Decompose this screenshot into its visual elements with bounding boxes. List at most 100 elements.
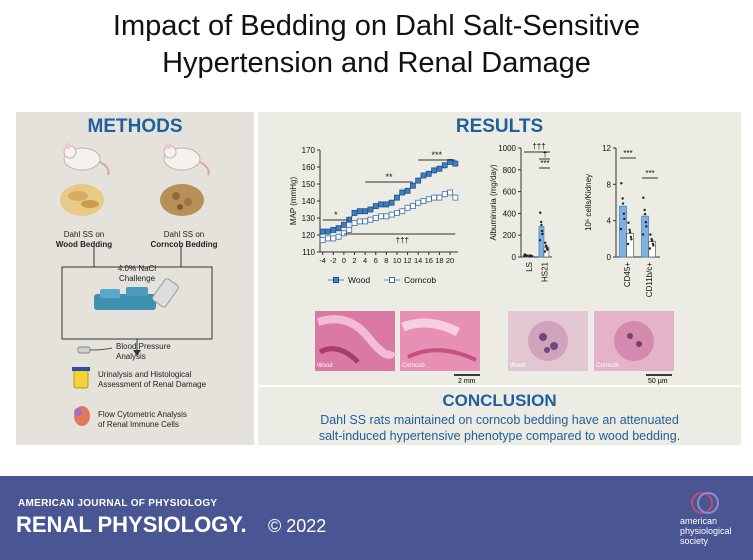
- histology-label-wood-2: Wood: [510, 363, 526, 369]
- alb-y-tick-label: 400: [503, 209, 517, 218]
- map-point-wood: [425, 170, 432, 177]
- imm-dot: [641, 233, 645, 236]
- map-point-corncob: [378, 213, 384, 220]
- challenge-label: 4.0% NaCl Challenge: [117, 264, 157, 283]
- map-point-corncob: [399, 208, 406, 215]
- alb-dot: [538, 239, 542, 242]
- map-point-wood: [367, 206, 374, 213]
- imm-dot: [642, 196, 645, 199]
- map-sig-bottom: †††: [396, 236, 409, 245]
- journal-title: RENAL PHYSIOLOGY.: [16, 512, 247, 537]
- map-point-corncob: [325, 235, 331, 242]
- imm-dot: [628, 231, 632, 234]
- map-point-corncob: [452, 194, 459, 201]
- step-blood-pressure: Blood Pressure Analysis: [116, 342, 171, 361]
- alb-sig-1: †††: [532, 142, 545, 151]
- alb-sig-3: ***: [540, 159, 549, 168]
- map-x-tick-label: 12: [403, 256, 411, 265]
- histology-label-corncob-1: Corncob: [402, 363, 425, 369]
- imm-dot: [649, 233, 652, 236]
- map-y-tick-label: 120: [302, 231, 316, 240]
- alb-dot: [546, 248, 549, 251]
- map-point-wood: [351, 210, 358, 216]
- map-point-corncob: [425, 196, 432, 203]
- methods-heading: METHODS: [87, 116, 183, 137]
- map-x-tick-label: 10: [393, 256, 401, 265]
- alb-x-tick-label: LS: [525, 262, 534, 272]
- results-heading: RESULTS: [455, 116, 544, 137]
- map-point-wood: [362, 208, 369, 215]
- map-point-wood: [383, 201, 390, 208]
- map-point-wood: [399, 189, 406, 196]
- rat-corncob-icon: [163, 143, 210, 176]
- alb-y-tick-label: 1000: [498, 144, 516, 153]
- imm-dot: [644, 221, 648, 224]
- map-point-corncob: [367, 216, 374, 223]
- albuminuria-chart: 1000 800 600 400 200 0 Albuminuria (mg/day) LS H…: [489, 142, 552, 282]
- map-point-corncob: [394, 210, 400, 216]
- alb-dot: [543, 250, 547, 253]
- map-point-wood: [452, 160, 459, 167]
- alb-sig-2: †: [543, 150, 547, 159]
- imm-dot: [623, 217, 626, 221]
- map-y-tick-label: 150: [302, 180, 316, 189]
- map-point-corncob: [330, 235, 337, 242]
- wood-bedding-icon: [60, 184, 104, 216]
- map-point-wood: [335, 225, 342, 232]
- map-point-wood: [319, 228, 326, 235]
- alb-dot: [524, 254, 528, 257]
- map-y-tick-label: 130: [302, 214, 316, 223]
- map-point-corncob: [447, 189, 453, 196]
- imm-sig-2: ***: [645, 169, 654, 178]
- map-point-wood: [372, 203, 379, 209]
- imm-dot: [630, 238, 633, 241]
- imm-y-tick-label: 8: [607, 180, 612, 189]
- map-point-corncob: [415, 199, 422, 206]
- alb-bar-wood: [538, 226, 545, 258]
- histology-label-wood-1: Wood: [317, 363, 333, 369]
- society-logo-icon: [691, 492, 719, 514]
- blood-pressure-probe-icon: [77, 346, 113, 354]
- conclusion-heading: CONCLUSION: [442, 391, 557, 410]
- imm-dot: [627, 221, 630, 224]
- map-legend-wood-label: Wood: [348, 275, 370, 285]
- map-y-tick-label: 170: [302, 146, 316, 155]
- map-x-tick-label: 8: [384, 256, 388, 265]
- histology-images: [315, 311, 674, 376]
- map-point-wood: [325, 228, 331, 235]
- map-legend-wood-marker: [333, 277, 339, 283]
- map-x-tick-label: 14: [414, 256, 422, 265]
- group-wood-label: Dahl SS on Wood Bedding: [55, 230, 113, 249]
- imm-x-tick-label: CD11b/c+: [645, 262, 654, 298]
- alb-y-tick-label: 200: [503, 231, 517, 240]
- title-line-1: Impact of Bedding on Dahl Salt-Sensitive: [112, 10, 641, 42]
- imm-dot: [621, 202, 625, 205]
- imm-dot: [648, 247, 652, 250]
- map-point-corncob: [436, 194, 443, 201]
- map-point-wood: [415, 177, 422, 184]
- map-point-wood: [420, 172, 427, 179]
- imm-dot: [621, 197, 624, 200]
- map-point-wood: [340, 221, 347, 228]
- map-x-tick-label: -4: [319, 256, 326, 265]
- histology-scale-2: 50 µm: [648, 378, 668, 385]
- map-point-wood: [436, 165, 443, 172]
- map-point-corncob: [441, 191, 448, 198]
- map-point-wood: [404, 187, 411, 194]
- alb-dot: [529, 254, 533, 258]
- map-point-corncob: [404, 204, 411, 211]
- imm-bar-wood: [641, 215, 649, 258]
- journal-subtitle: AMERICAN JOURNAL OF PHYSIOLOGY: [18, 498, 218, 509]
- imm-dot: [626, 242, 630, 246]
- map-point-corncob: [319, 237, 326, 243]
- group-corncob-label: Dahl SS on Corncob Bedding: [150, 230, 218, 249]
- rat-wood-icon: [63, 143, 110, 176]
- map-point-wood: [330, 227, 337, 233]
- imm-bar-wood: [619, 205, 627, 258]
- corncob-bedding-icon: [160, 184, 204, 216]
- map-x-tick-label: 0: [342, 256, 346, 265]
- alb-y-tick-label: 600: [503, 188, 517, 197]
- map-x-tick-label: 2: [352, 256, 356, 265]
- imm-dot: [620, 182, 623, 185]
